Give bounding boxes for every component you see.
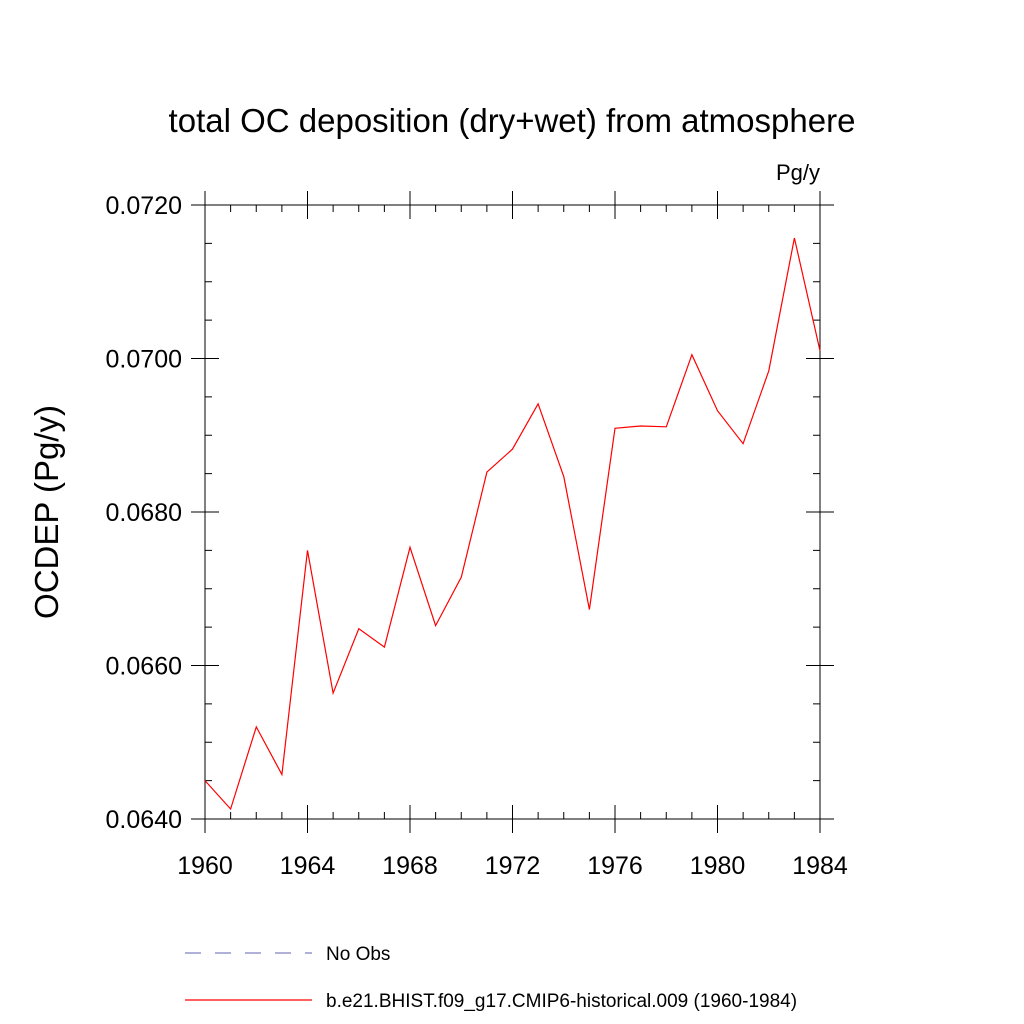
x-tick-label: 1976 <box>587 852 643 880</box>
y-tick-label: 0.0680 <box>106 499 182 527</box>
x-tick-label: 1972 <box>485 852 541 880</box>
y-tick-label: 0.0700 <box>106 346 182 374</box>
x-tick-label: 1968 <box>382 852 438 880</box>
y-axis-label: OCDEP (Pg/y) <box>28 405 65 619</box>
series-line <box>204 237 821 811</box>
x-tick-label: 1980 <box>690 852 746 880</box>
y-tick-label: 0.0720 <box>106 192 182 220</box>
y-tick-label: 0.0640 <box>106 806 182 834</box>
legend-label: No Obs <box>326 944 390 965</box>
plot-frame <box>204 204 821 820</box>
y-tick-label: 0.0660 <box>106 653 182 681</box>
chart-title: total OC deposition (dry+wet) from atmos… <box>169 102 856 139</box>
series-group <box>204 237 821 811</box>
x-tick-label: 1964 <box>280 852 336 880</box>
x-tick-labels: 1960 1964 1968 1972 1976 1980 1984 <box>177 852 848 880</box>
legend: No Obs b.e21.BHIST.f09_g17.CMIP6-historic… <box>185 944 797 1012</box>
x-tick-label: 1984 <box>792 852 848 880</box>
x-tick-label: 1960 <box>177 852 233 880</box>
axis-ticks <box>191 191 834 833</box>
units-label: Pg/y <box>776 160 820 185</box>
legend-label: b.e21.BHIST.f09_g17.CMIP6-historical.009… <box>326 991 797 1012</box>
y-tick-labels: 0.0640 0.0660 0.0680 0.0700 0.0720 <box>106 192 182 834</box>
